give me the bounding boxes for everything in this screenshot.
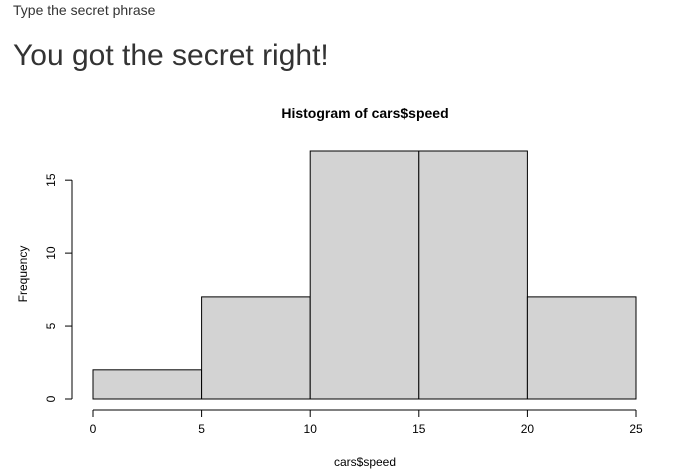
x-axis: 0 5 10 15 20 25 (90, 409, 643, 436)
y-axis-label: Frequency (16, 246, 30, 303)
histogram-bars (92, 150, 637, 400)
x-tick-label-15: 15 (412, 422, 426, 436)
histogram-bar-10-15 (309, 150, 420, 400)
secret-phrase-prompt-label: Type the secret phrase (13, 2, 156, 18)
x-tick-label-0: 0 (90, 422, 97, 436)
result-message-heading: You got the secret right! (13, 39, 329, 72)
histogram-bar-0-5 (92, 369, 203, 400)
x-tick-label-25: 25 (629, 422, 643, 436)
chart-title: Histogram of cars$speed (281, 105, 448, 121)
y-tick-label-15: 15 (44, 173, 58, 187)
histogram-chart: Histogram of cars$speed 0 5 10 15 20 25 0 5 10 1… (16, 105, 643, 469)
histogram-bar-15-20 (418, 150, 528, 400)
x-axis-label: cars$speed (334, 455, 396, 469)
x-tick-label-10: 10 (304, 422, 318, 436)
histogram-bar-20-25 (526, 296, 637, 400)
y-tick-label-0: 0 (44, 395, 58, 402)
y-tick-label-10: 10 (44, 246, 58, 260)
x-tick-label-20: 20 (521, 422, 535, 436)
y-axis: 0 5 10 15 (44, 173, 73, 402)
histogram-plot-output: Histogram of cars$speed 0 5 10 15 20 25 0 5 10 1… (0, 92, 699, 470)
histogram-bar-5-10 (201, 296, 311, 400)
x-tick-label-5: 5 (198, 422, 205, 436)
y-tick-label-5: 5 (44, 322, 58, 329)
